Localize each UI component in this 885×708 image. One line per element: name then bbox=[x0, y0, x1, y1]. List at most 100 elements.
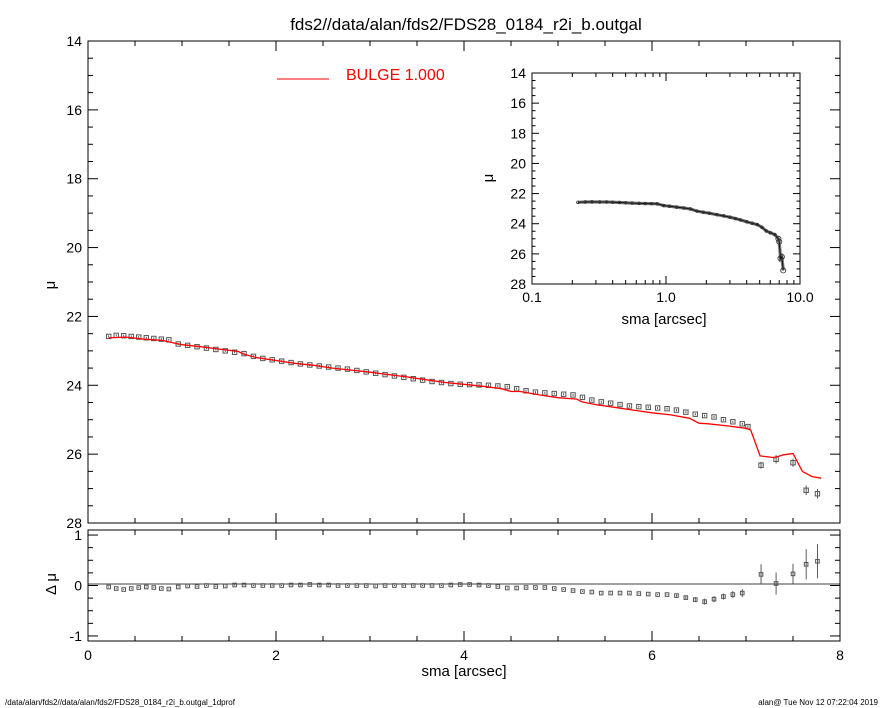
x-tick-label: 8 bbox=[836, 647, 844, 663]
residual-point bbox=[790, 571, 796, 577]
inset-data-point bbox=[738, 218, 743, 222]
main-data-point bbox=[617, 401, 623, 408]
residual-point bbox=[504, 585, 510, 591]
inset-data-point bbox=[643, 201, 647, 206]
residual-point bbox=[106, 584, 111, 590]
residual-point bbox=[175, 584, 181, 590]
residual-point bbox=[533, 585, 538, 590]
residual-point bbox=[683, 595, 689, 600]
inset-x-tick-label: 0.1 bbox=[522, 289, 542, 305]
x-tick-label: 4 bbox=[460, 647, 468, 663]
footer-file-path: /data/alan/fds2//data/alan/fds2/FDS28_01… bbox=[5, 698, 236, 707]
inset-data-point bbox=[688, 207, 693, 211]
main-data-point bbox=[636, 403, 642, 410]
main-data-point bbox=[589, 397, 595, 403]
legend: BULGE 1.000 bbox=[277, 67, 445, 84]
main-data-point bbox=[121, 333, 127, 339]
residual-point bbox=[251, 583, 256, 588]
main-data-point bbox=[814, 491, 821, 497]
main-data-point bbox=[231, 349, 238, 355]
residual-point bbox=[373, 583, 378, 589]
main-data-point bbox=[701, 412, 708, 419]
inset-data-point bbox=[583, 200, 588, 204]
inset-data-point bbox=[649, 201, 654, 206]
footer-user-timestamp: alan@ Tue Nov 12 07:22:04 2019 bbox=[758, 698, 878, 707]
residual-point bbox=[307, 582, 313, 587]
main-data-point bbox=[551, 390, 557, 397]
residual-point bbox=[401, 583, 407, 588]
inset-data-point bbox=[775, 235, 782, 242]
bulge-model-line bbox=[108, 336, 822, 479]
main-data-point bbox=[560, 391, 567, 397]
residual-y-tick-label: -1 bbox=[70, 628, 83, 644]
main-data-point bbox=[136, 334, 142, 340]
residual-point bbox=[151, 585, 157, 590]
main-data-point bbox=[579, 394, 586, 401]
residual-point bbox=[467, 582, 472, 587]
residual-point bbox=[598, 590, 604, 596]
inset-y-tick-label: 14 bbox=[510, 65, 526, 81]
residual-point bbox=[730, 592, 736, 597]
main-y-tick-label: 24 bbox=[66, 377, 82, 393]
inset-plot-frame bbox=[531, 72, 801, 285]
main-data-point bbox=[692, 411, 698, 417]
inset-data-point bbox=[661, 203, 666, 208]
residual-point bbox=[711, 596, 717, 602]
inset-data-point bbox=[576, 200, 580, 205]
inset-data-point bbox=[667, 204, 672, 208]
main-y-tick-label: 18 bbox=[66, 171, 82, 187]
inset-y-tick-label: 16 bbox=[510, 95, 526, 111]
main-data-point bbox=[542, 390, 548, 396]
main-data-point bbox=[570, 392, 576, 398]
main-data-point bbox=[664, 405, 670, 412]
inset-y-tick-label: 20 bbox=[510, 155, 526, 171]
inset-data-point bbox=[778, 253, 785, 260]
residual-point bbox=[702, 599, 707, 604]
residual-point bbox=[204, 583, 209, 588]
residual-point bbox=[232, 582, 237, 588]
inset-data-point bbox=[623, 201, 628, 205]
residual-point bbox=[279, 583, 284, 588]
inset-data-point bbox=[597, 200, 602, 204]
residual-point bbox=[448, 582, 454, 588]
inset-data-point bbox=[655, 202, 659, 206]
residual-point bbox=[136, 585, 142, 590]
main-data-point bbox=[790, 460, 796, 466]
main-data-point bbox=[758, 462, 764, 468]
x-tick-label: 0 bbox=[84, 647, 92, 663]
main-data-point bbox=[151, 335, 157, 342]
inset-data-point bbox=[637, 201, 641, 206]
residual-point bbox=[159, 586, 164, 591]
residual-point bbox=[420, 583, 425, 588]
main-data-point bbox=[739, 421, 745, 427]
residual-point bbox=[345, 583, 350, 588]
residual-point bbox=[363, 583, 369, 588]
residual-point bbox=[692, 597, 698, 602]
residual-y-axis-label: Δ μ bbox=[43, 573, 60, 595]
residual-point bbox=[815, 558, 820, 564]
inset-x-tick-label: 1.0 bbox=[656, 289, 676, 305]
main-data-point bbox=[128, 333, 134, 340]
residual-point bbox=[580, 589, 585, 594]
inset-data-point bbox=[733, 216, 738, 221]
main-data-point bbox=[720, 417, 727, 423]
inset-data-point bbox=[674, 205, 679, 209]
residual-point bbox=[241, 582, 247, 588]
inset-y-tick-label: 22 bbox=[510, 186, 526, 202]
residual-point bbox=[551, 586, 557, 591]
main-y-axis-label: μ bbox=[42, 281, 59, 290]
main-y-tick-label: 22 bbox=[66, 308, 82, 324]
residual-point bbox=[260, 583, 266, 588]
residual-point bbox=[523, 585, 529, 590]
inset-data-point bbox=[604, 200, 609, 204]
inset-data-point bbox=[760, 225, 764, 230]
inset-data-point bbox=[728, 215, 732, 219]
inset-data-point bbox=[707, 211, 711, 215]
inset-panel: 0.1 1.0 10.0 14 16 18 20 22 24 26 28 μ sma [arcsec… bbox=[480, 65, 814, 328]
residual-point bbox=[288, 582, 294, 588]
inset-data-point bbox=[722, 214, 726, 218]
residual-point bbox=[185, 583, 190, 589]
residual-point bbox=[608, 590, 613, 596]
residual-point bbox=[457, 582, 463, 587]
inset-data-point bbox=[682, 206, 686, 210]
